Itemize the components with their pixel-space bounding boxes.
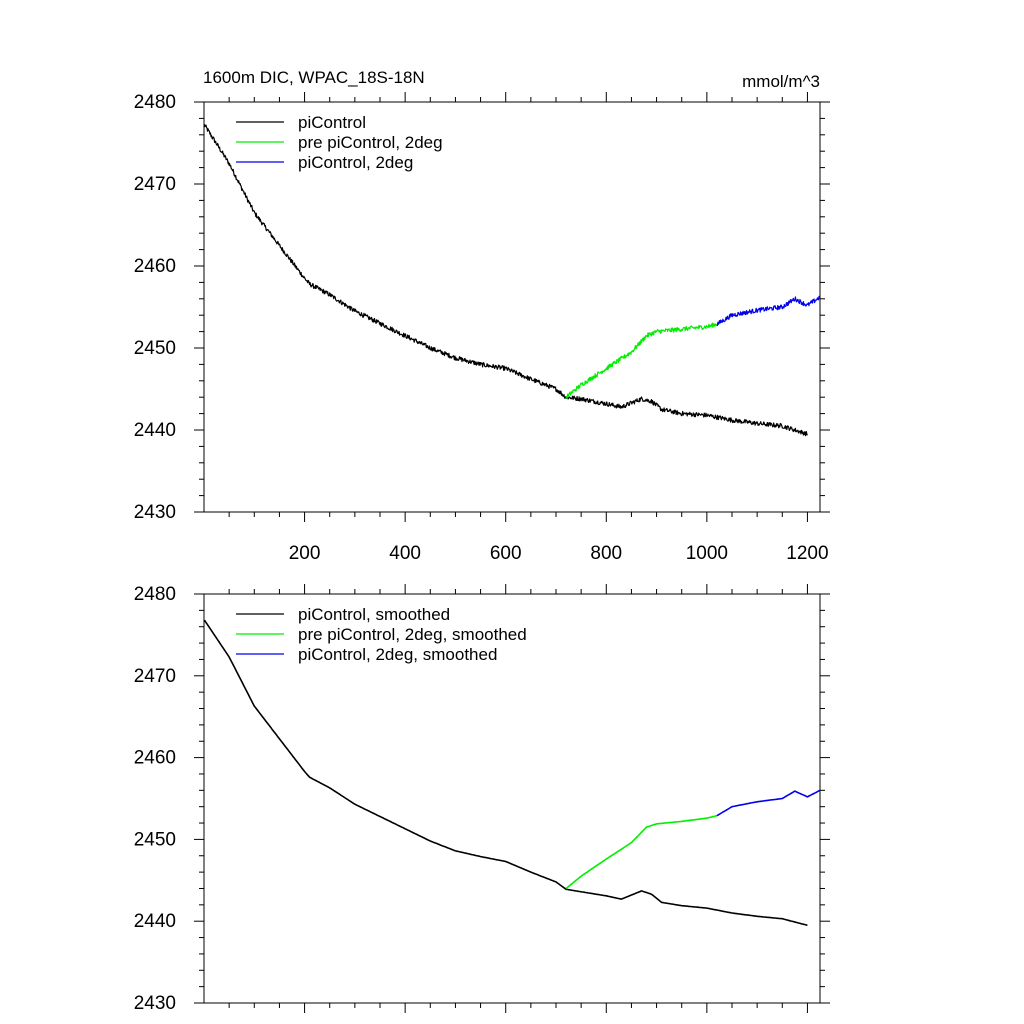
y-tick-label: 2460 [134, 256, 176, 277]
y-tick-label: 2440 [134, 420, 176, 441]
y-tick-label: 2430 [134, 502, 176, 523]
series-line [203, 124, 808, 437]
units-label: mmol/m^3 [742, 72, 820, 91]
x-tick-label: 200 [289, 543, 321, 564]
figure-title: 1600m DIC, WPAC_18S-18N [203, 68, 425, 87]
legend-label: pre piControl, 2deg, smoothed [298, 625, 527, 644]
x-tick-label: 400 [389, 543, 421, 564]
y-tick-label: 2480 [134, 584, 176, 605]
series-line [203, 619, 808, 927]
x-tick-label: 600 [490, 543, 522, 564]
plot-frame [203, 101, 821, 513]
y-tick-label: 2460 [134, 748, 176, 769]
series-line [716, 295, 821, 327]
y-tick-label: 2470 [134, 666, 176, 687]
series-line [565, 814, 718, 890]
series-line [716, 789, 821, 817]
y-tick-label: 2440 [134, 911, 176, 932]
y-tick-label: 2470 [134, 174, 176, 195]
x-tick-label: 800 [590, 543, 622, 564]
top-panel: 2430 2440 2450 2460 2470 2480 200 400 600 800 1000… [134, 92, 830, 564]
plot-frame [203, 593, 821, 1004]
y-tick-label: 2480 [134, 92, 176, 113]
legend-label: piControl [298, 113, 366, 132]
legend-label: pre piControl, 2deg [298, 133, 443, 152]
series-line [565, 322, 718, 399]
bottom-panel: 2430 2440 2450 2460 2470 2480 piControl, smoot… [134, 584, 830, 1014]
legend-label: piControl, 2deg [298, 153, 413, 172]
y-tick-label: 2450 [134, 829, 176, 850]
legend-label: piControl, smoothed [298, 605, 450, 624]
x-tick-label: 1000 [686, 543, 728, 564]
legend-label: piControl, 2deg, smoothed [298, 645, 497, 664]
y-tick-label: 2450 [134, 338, 176, 359]
y-tick-label: 2430 [134, 993, 176, 1014]
x-tick-label: 1200 [786, 543, 828, 564]
